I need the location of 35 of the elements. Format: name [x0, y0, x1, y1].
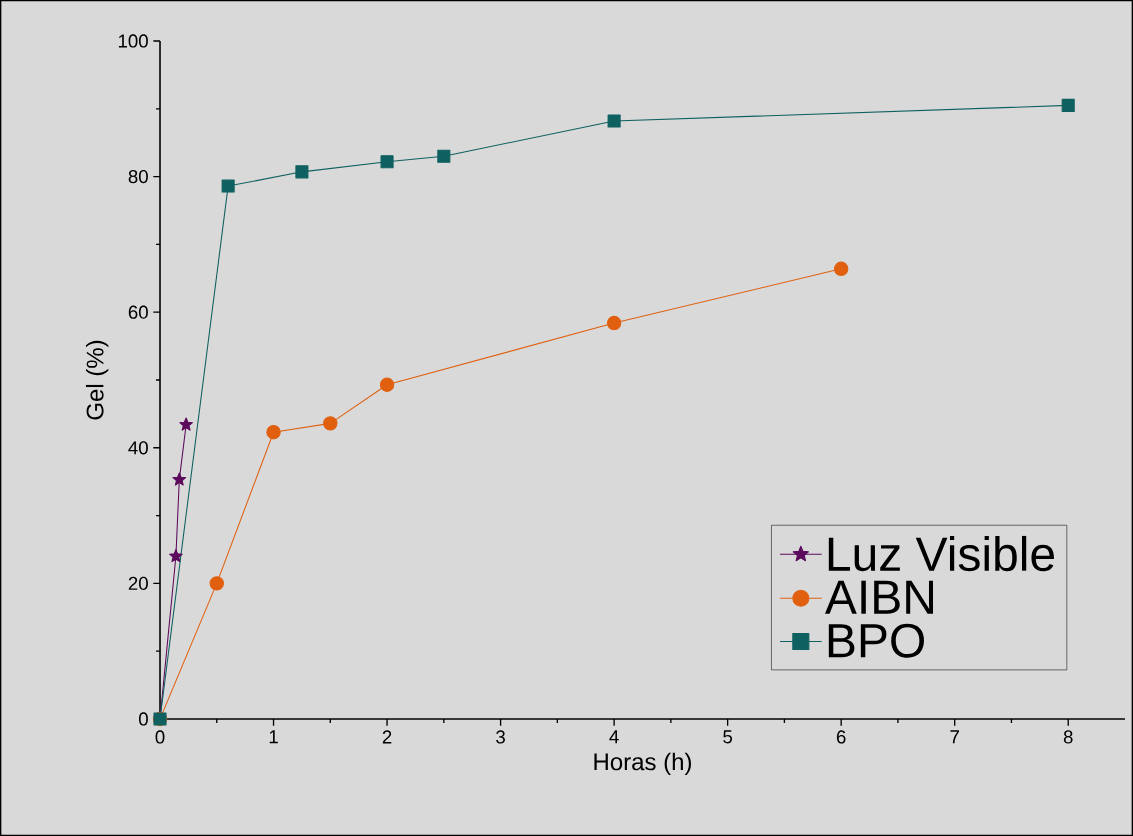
- point: [380, 155, 394, 169]
- point: [606, 315, 622, 331]
- x-tick-label: 4: [609, 730, 619, 744]
- x-tick-label: 2: [382, 730, 392, 744]
- point: [266, 424, 281, 440]
- x-tick-label: 8: [1063, 730, 1073, 744]
- y-tick-label: 20: [128, 576, 148, 590]
- x-tick-label: 1: [269, 730, 278, 744]
- point: [179, 417, 193, 431]
- point: [323, 416, 338, 431]
- x-tick-label: 3: [496, 730, 505, 744]
- y-tick-label: 0: [138, 712, 148, 726]
- point: [221, 179, 235, 193]
- x-tick-label: 5: [723, 730, 733, 744]
- y-tick-label: 100: [118, 34, 148, 48]
- point: [172, 472, 187, 486]
- x-axis-title: Horas (h): [594, 752, 691, 776]
- x-tick-label: 0: [155, 730, 165, 744]
- point: [209, 576, 224, 591]
- y-tick-label: 60: [128, 305, 148, 319]
- y-tick-label: 80: [128, 169, 148, 184]
- point: [1061, 98, 1075, 112]
- point: [169, 549, 183, 563]
- legend-label: Luz Visible: [828, 535, 1054, 572]
- point: [833, 261, 849, 277]
- x-tick-label: 7: [950, 730, 959, 744]
- y-tick-label: 40: [128, 441, 148, 455]
- point: [379, 377, 395, 392]
- point: [437, 149, 451, 163]
- x-tick-label: 6: [836, 730, 846, 744]
- y-axis-title: Gel (%): [85, 340, 109, 420]
- point: [607, 114, 621, 128]
- legend-label: AIBN: [824, 580, 934, 614]
- point: [295, 165, 309, 179]
- legend-label: BPO: [828, 623, 924, 658]
